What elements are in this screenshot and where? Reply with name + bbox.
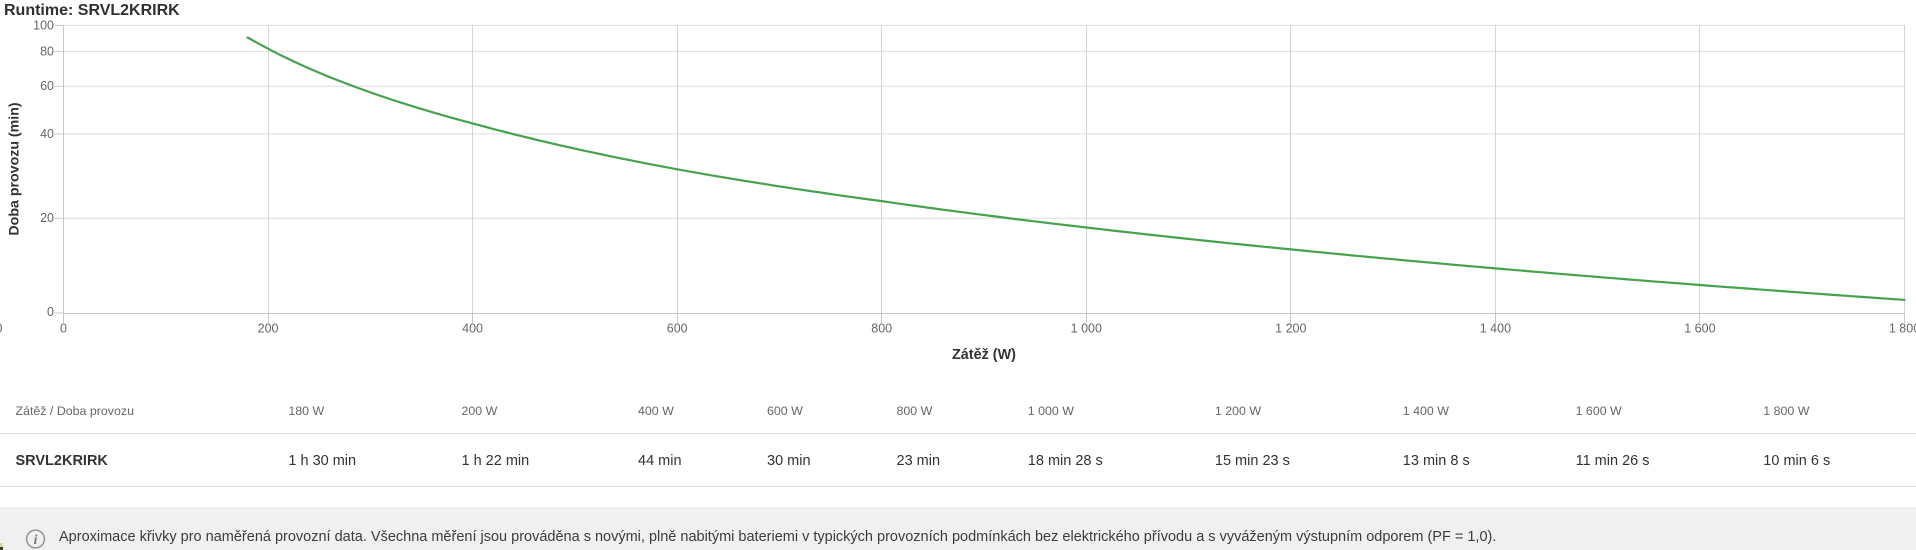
svg-text:1 000: 1 000 [1071, 322, 1102, 336]
svg-text:Doba provozu (min): Doba provozu (min) [7, 102, 23, 235]
svg-text:1 400: 1 400 [1480, 322, 1511, 336]
svg-text:1 800: 1 800 [1889, 322, 1916, 336]
svg-text:20: 20 [40, 211, 54, 225]
svg-text:40: 40 [40, 127, 54, 141]
svg-text:100: 100 [33, 18, 54, 32]
svg-text:0: 0 [0, 322, 3, 336]
svg-text:Zátěž (W): Zátěž (W) [952, 347, 1016, 363]
svg-text:1 600: 1 600 [1684, 322, 1715, 336]
svg-text:0: 0 [47, 305, 54, 319]
svg-text:200: 200 [258, 322, 279, 336]
svg-text:60: 60 [40, 79, 54, 93]
svg-text:80: 80 [40, 44, 54, 58]
svg-text:400: 400 [462, 322, 483, 336]
svg-text:800: 800 [871, 322, 892, 336]
svg-text:600: 600 [667, 322, 688, 336]
svg-text:i: i [34, 532, 38, 547]
svg-text:0: 0 [60, 322, 67, 336]
svg-text:1 200: 1 200 [1275, 322, 1306, 336]
